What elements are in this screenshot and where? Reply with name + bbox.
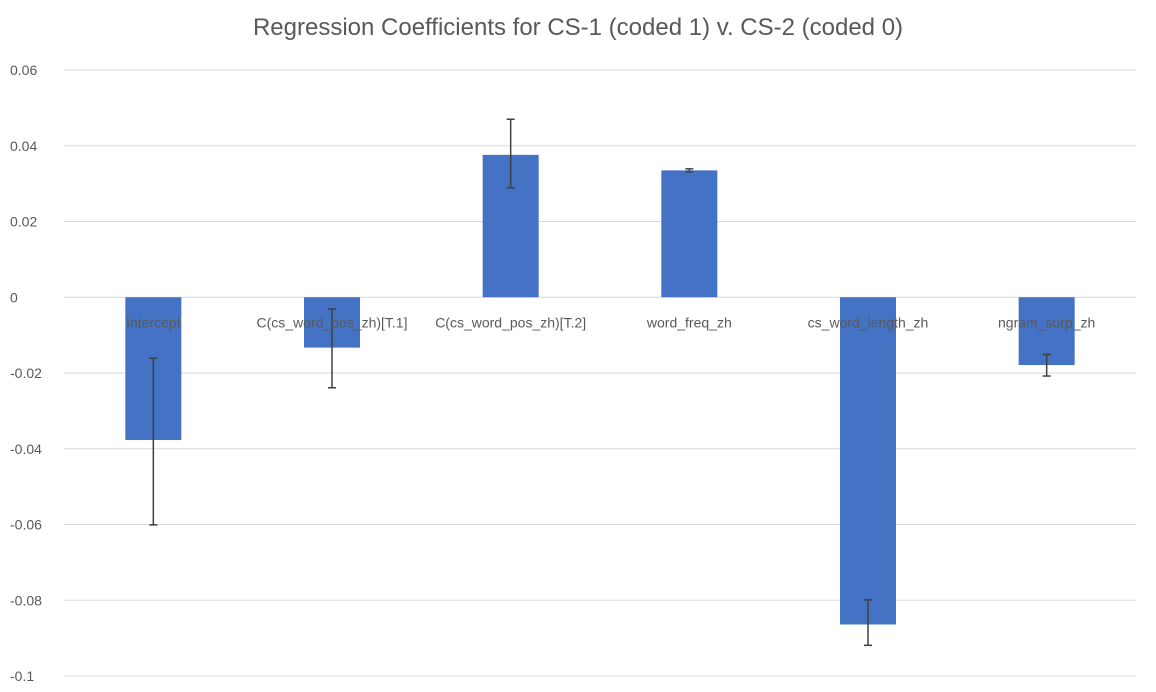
- gridlines: [64, 69, 1136, 677]
- y-axis-ticks: 0.06 0.04 0.02 0 -0.02 -0.04 -0.06 -0.08 -0.1: [10, 62, 42, 684]
- y-tick-label: -0.04: [10, 441, 42, 457]
- chart-title: Regression Coefficients for CS-1 (coded …: [252, 14, 904, 41]
- x-category-label: ngram_surp_zh: [998, 314, 1095, 330]
- y-tick-label: 0: [10, 289, 18, 305]
- y-tick-label: -0.1: [10, 668, 34, 684]
- x-category-label: cs_word_length_zh: [808, 314, 929, 330]
- x-category-label: C(cs_word_pos_zh)[T.1]: [257, 314, 408, 330]
- x-category-label: word_freq_zh: [646, 314, 732, 330]
- x-category-label: Intercept: [126, 314, 181, 330]
- y-tick-label: -0.02: [10, 365, 42, 381]
- bar: [840, 297, 896, 625]
- x-axis-labels: Intercept C(cs_word_pos_zh)[T.1] C(cs_word…: [126, 314, 1095, 330]
- error-bars: [149, 118, 1051, 647]
- y-tick-label: -0.06: [10, 517, 42, 533]
- bars: [125, 154, 1075, 625]
- bar: [661, 170, 718, 298]
- x-category-label: C(cs_word_pos_zh)[T.2]: [435, 314, 586, 330]
- y-tick-label: 0.06: [10, 62, 37, 78]
- y-tick-label: -0.08: [10, 592, 42, 608]
- y-tick-label: 0.02: [10, 214, 37, 230]
- y-tick-label: 0.04: [10, 138, 37, 154]
